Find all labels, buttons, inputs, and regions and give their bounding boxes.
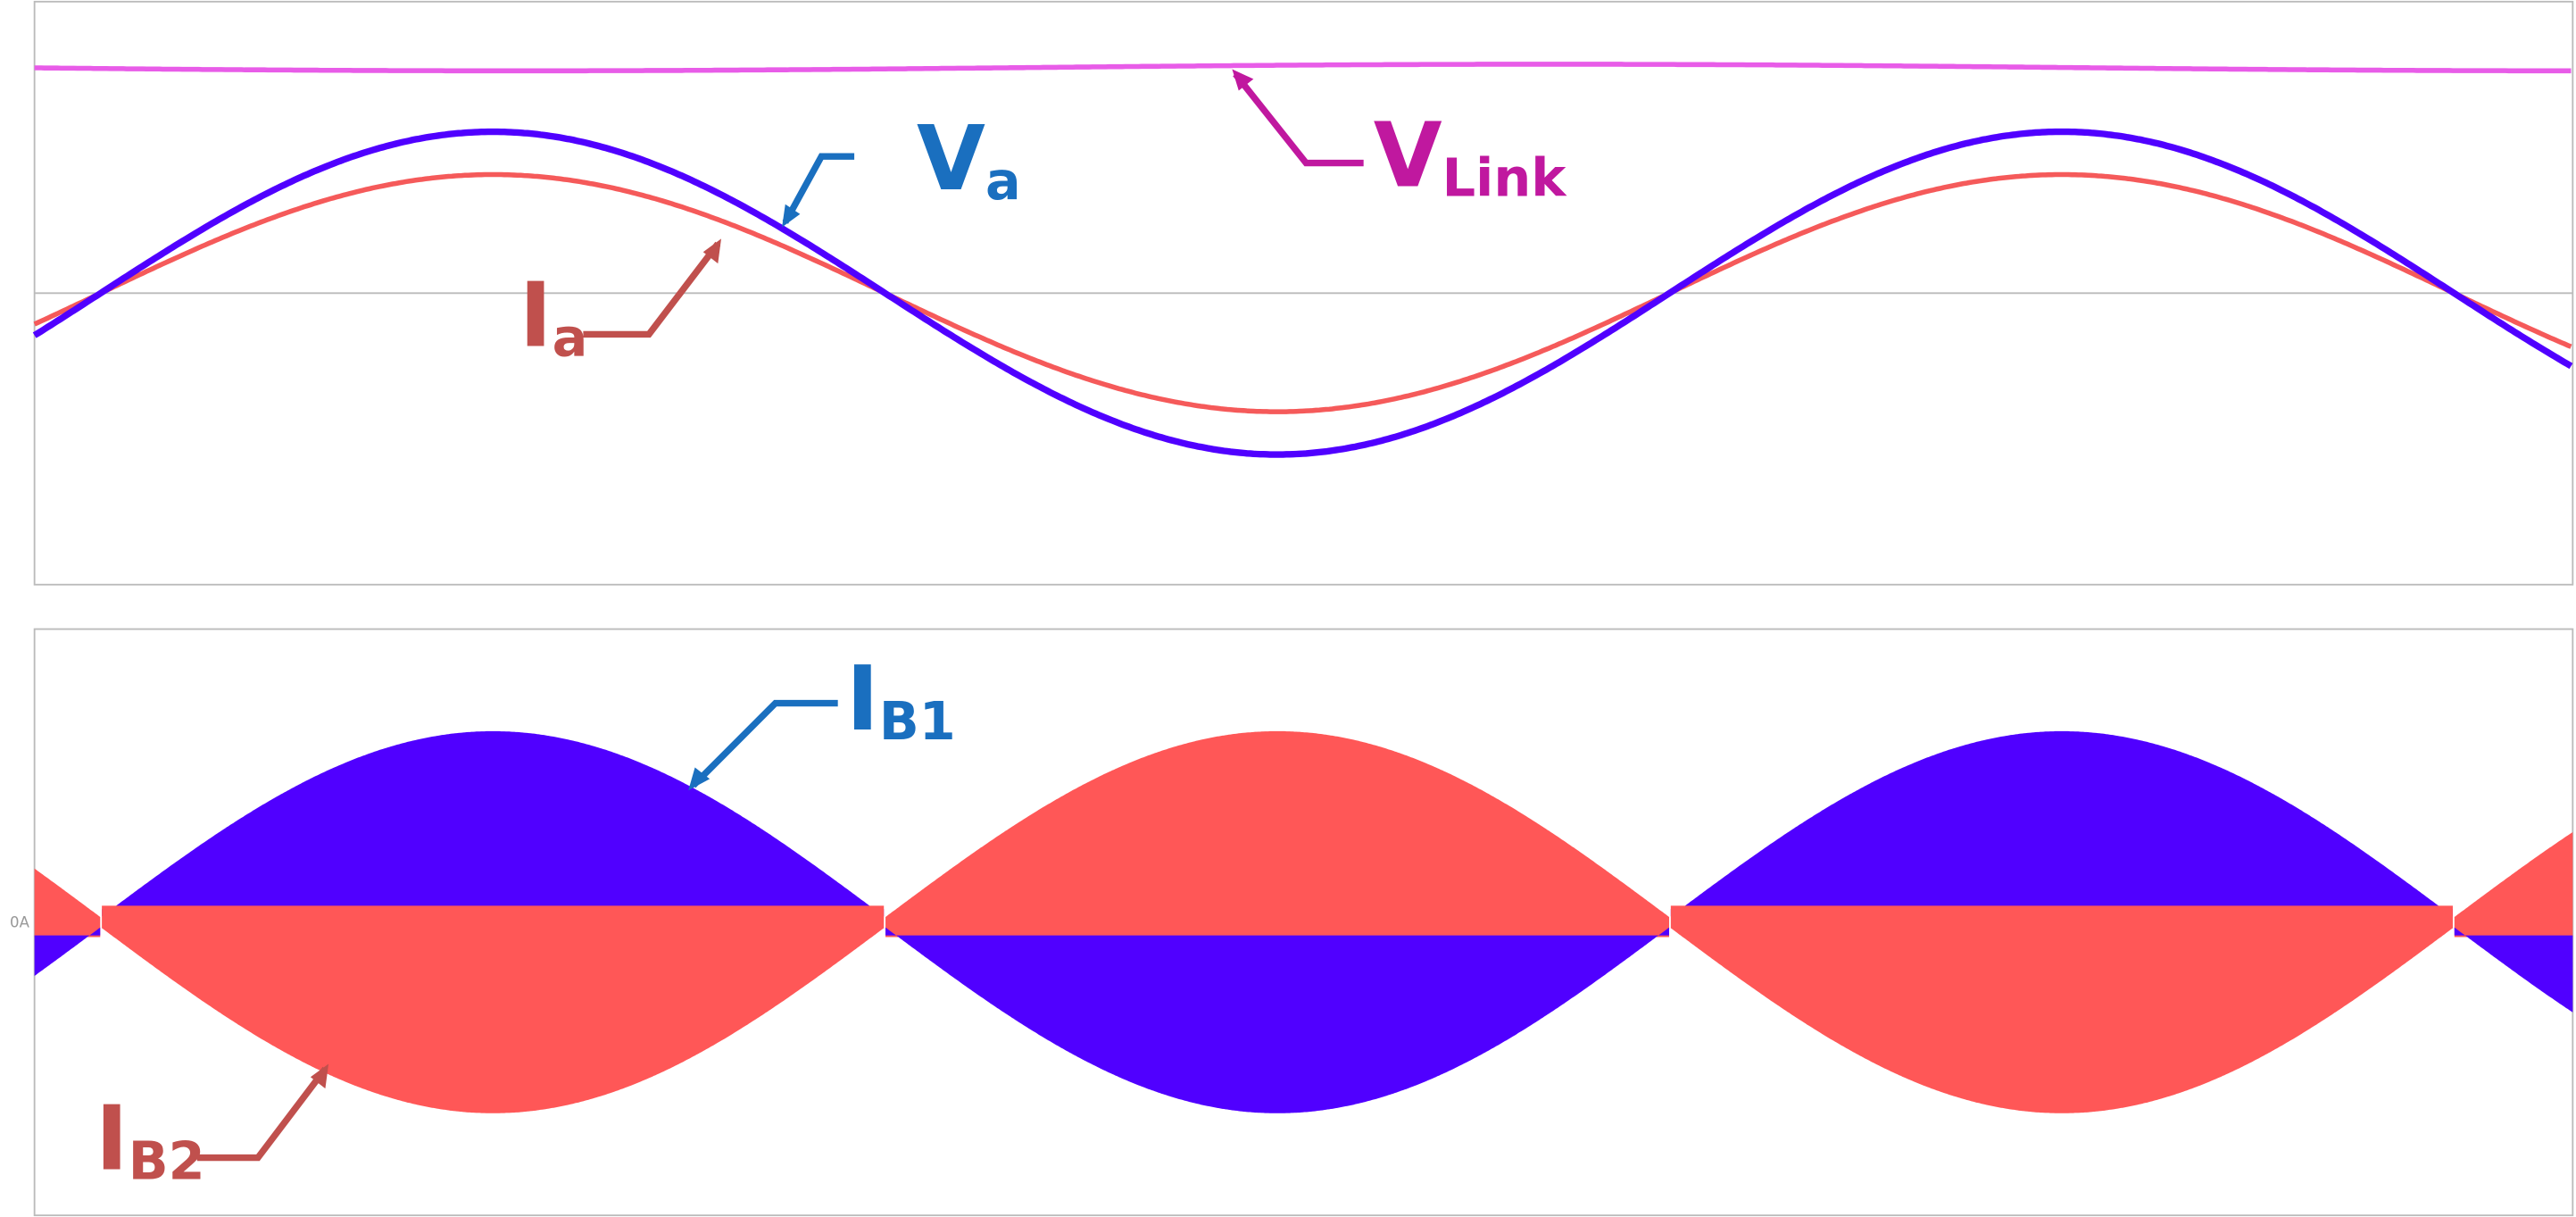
label: IB2: [96, 1088, 205, 1191]
envelope-fill: [102, 730, 885, 917]
arrow: [782, 153, 855, 224]
envelope-fill: [1670, 730, 2453, 917]
label-sub: a: [985, 150, 1021, 212]
envelope-fill: [102, 905, 885, 1113]
zero-label: 0A: [10, 913, 30, 930]
arrow: [691, 699, 838, 788]
label-main: V: [917, 108, 985, 211]
envelope-fill: [34, 868, 101, 938]
vlink-wave: [34, 62, 2572, 74]
label-sub: B2: [129, 1130, 205, 1192]
label: IB1: [846, 648, 956, 752]
arrow-head: [1232, 69, 1254, 91]
envelope-fill: [885, 927, 1670, 1113]
label: VLink: [1374, 104, 1567, 208]
envelope-fill: [2454, 927, 2573, 1013]
arrow: [1233, 71, 1364, 167]
arrow-head: [688, 767, 710, 791]
arrow-head: [702, 238, 722, 264]
bottom-waves: [34, 730, 2573, 1113]
label-sub: a: [553, 306, 588, 368]
label: Va: [917, 108, 1021, 212]
label-main: I: [846, 648, 879, 751]
label-main: I: [519, 264, 553, 367]
arrow-head: [310, 1063, 329, 1089]
top-waves: [32, 62, 2573, 458]
envelope-fill: [34, 927, 101, 976]
envelope-fill: [2454, 831, 2573, 938]
ia-wave: [33, 171, 2572, 414]
arrow: [196, 1066, 328, 1162]
label-sub: Link: [1442, 146, 1568, 208]
va-wave: [32, 128, 2573, 458]
arrow: [583, 241, 721, 338]
label: Ia: [519, 264, 588, 368]
label-sub: B1: [879, 690, 956, 752]
arrow-head: [782, 204, 801, 228]
envelope-fill: [1670, 905, 2453, 1113]
label-main: V: [1374, 104, 1442, 207]
label-main: I: [96, 1088, 129, 1190]
envelope-fill: [885, 730, 1670, 938]
